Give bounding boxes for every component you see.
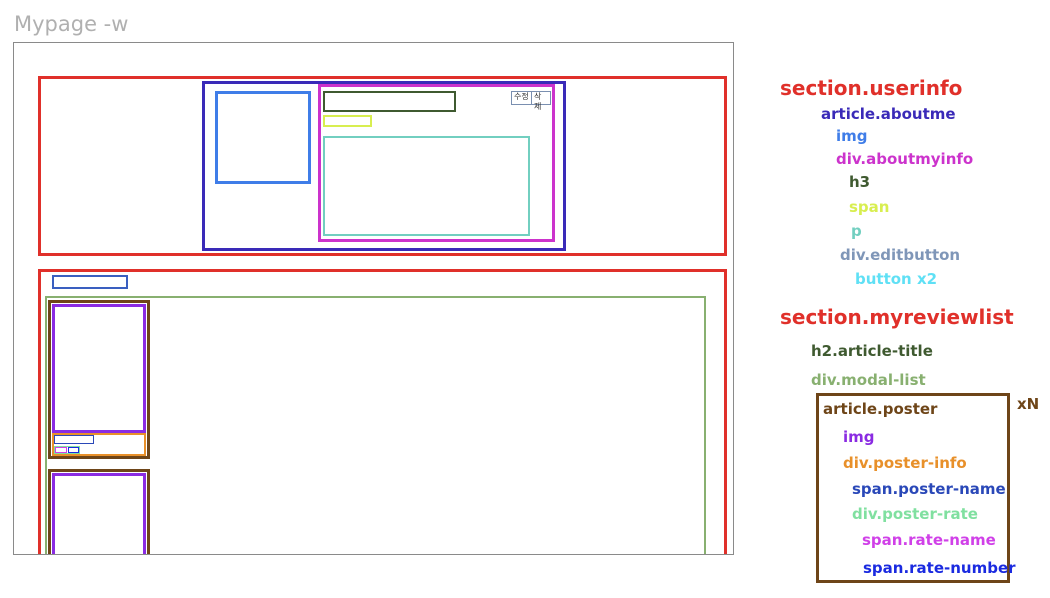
userinfo-section-box xyxy=(38,76,727,256)
rate-name-box xyxy=(55,447,67,453)
delete-button[interactable]: 삭제 xyxy=(531,91,551,111)
legend-xn: xN xyxy=(1017,395,1040,413)
legend-poster: article.poster xyxy=(823,400,938,418)
poster-article-box xyxy=(48,300,150,459)
legend-p: p xyxy=(851,222,862,240)
edit-button[interactable]: 수정 xyxy=(511,91,532,105)
span-box xyxy=(323,115,372,127)
poster-rate-box xyxy=(54,446,80,454)
legend-poster-img: img xyxy=(843,428,875,446)
legend-poster-rate: div.poster-rate xyxy=(852,505,978,523)
poster-article-box xyxy=(48,469,150,554)
legend-h3: h3 xyxy=(849,173,871,191)
legend-userinfo: section.userinfo xyxy=(780,76,963,100)
wireframe-canvas: 수정 삭제 xyxy=(13,42,734,555)
editbutton-box: 수정 삭제 xyxy=(511,91,551,111)
legend-poster-box xyxy=(816,393,1010,583)
legend-myreviewlist: section.myreviewlist xyxy=(780,305,1014,329)
legend-modal-list: div.modal-list xyxy=(811,371,926,389)
poster-name-box xyxy=(54,435,94,444)
h3-box xyxy=(323,91,456,112)
p-box xyxy=(323,136,530,236)
article-title-box xyxy=(52,275,128,289)
rate-number-box xyxy=(68,447,79,453)
legend-buttonx2: button x2 xyxy=(855,270,938,288)
poster-info-box xyxy=(52,433,146,456)
aboutme-article-box xyxy=(202,81,566,251)
legend-span: span xyxy=(849,198,890,216)
legend-article-title: h2.article-title xyxy=(811,342,933,360)
legend-aboutmyinfo: div.aboutmyinfo xyxy=(836,150,974,168)
aboutmyinfo-box xyxy=(318,84,555,242)
legend-aboutme: article.aboutme xyxy=(821,105,956,123)
poster-image-box xyxy=(52,304,146,433)
legend-rate-name: span.rate-name xyxy=(862,531,996,549)
legend-rate-number: span.rate-number xyxy=(863,559,1016,577)
profile-image-box xyxy=(215,91,311,184)
myreviewlist-section-box xyxy=(38,269,727,554)
legend-img: img xyxy=(836,127,868,145)
legend-poster-info: div.poster-info xyxy=(843,454,967,472)
poster-image-box xyxy=(52,473,146,554)
page-title: Mypage -w xyxy=(14,12,129,36)
legend-poster-name: span.poster-name xyxy=(852,480,1006,498)
legend-editbutton: div.editbutton xyxy=(840,246,961,264)
modal-list-box xyxy=(45,296,706,554)
